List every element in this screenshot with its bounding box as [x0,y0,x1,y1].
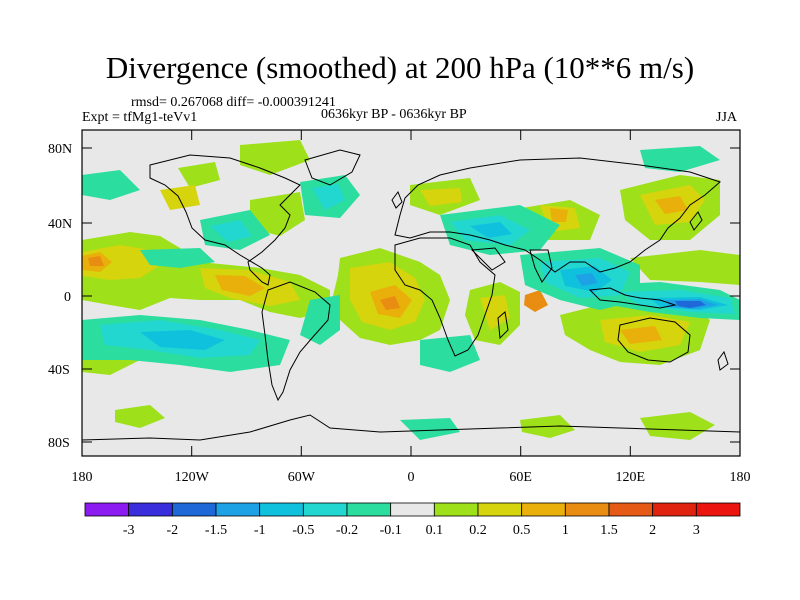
colorbar-label: -1.5 [205,523,227,538]
coastlines [82,149,740,441]
lat-label-0: 0 [64,290,71,305]
colorbar-label: 1.5 [600,523,618,538]
maritime-continent-coast [588,287,677,309]
colorbar-label: -3 [123,523,135,538]
colorbar-box-12 [608,502,654,517]
australia-coast [617,317,691,363]
lon-label-60e: 60E [509,470,532,485]
new-zealand-coast [717,350,729,371]
experiment-label: Expt = tfMg1-teVv1 [82,110,198,125]
chart-title: Divergence (smoothed) at 200 hPa (10**6 … [105,50,695,85]
colorbar-label: 0.1 [426,523,444,538]
south-america-coast [261,281,331,402]
colorbar-label: -2 [166,523,178,538]
antarctica-coast [82,414,740,441]
colorbar-box-14 [695,502,741,517]
positive-peak-regions [88,256,548,312]
positive-strong-regions [82,196,688,344]
lon-label-0: 0 [408,470,415,485]
lat-label-40n: 40N [48,217,72,232]
colorbar-box-1 [128,502,173,517]
colorbar-box-10 [521,502,566,517]
uk-coast [391,190,403,209]
colorbar-label: 3 [693,523,700,538]
colorbar-box-13 [652,502,697,517]
colorbar-box-5 [302,502,348,517]
greenland-coast [304,149,361,186]
colorbar-box-2 [171,502,217,517]
season-label: JJA [716,110,738,125]
lon-tick-labels: 180 120W 60W 0 60E 120E 180 [72,470,751,485]
lat-label-80n: 80N [48,142,72,157]
arabia-coast [470,247,506,271]
lon-label-180e: 180 [730,470,751,485]
lat-tick-marks [82,147,740,443]
colorbar-box-6 [346,502,392,517]
lat-label-80s: 80S [48,436,70,451]
madagascar-coast [497,311,509,340]
colorbar-box-11 [564,502,610,517]
north-america-coast [149,154,301,286]
colorbar-label: -0.5 [292,523,314,538]
africa-coast [394,237,496,357]
colorbar-box-9 [477,502,523,517]
colorbar [84,502,741,517]
colorbar-box-3 [215,502,261,517]
lon-tick-marks [81,130,741,456]
colorbar-label: 1 [562,523,569,538]
colorbar-box-8 [433,502,479,517]
divergence-field [82,130,740,456]
india-coast [529,249,553,283]
colorbar-labels: -3 -2 -1.5 -1 -0.5 -0.2 -0.1 0.1 0.2 0.5 1 1.5 2 3 [123,523,700,538]
lat-tick-labels: 80N 40N 0 40S 80S [48,142,72,451]
lon-label-60w: 60W [288,470,316,485]
lat-label-40s: 40S [48,363,70,378]
lon-label-120e: 120E [616,470,646,485]
japan-coast [689,211,703,231]
colorbar-label: 2 [649,523,656,538]
colorbar-label: 0.2 [469,523,487,538]
negative-peak-regions [675,301,706,308]
colorbar-label: -0.1 [380,523,402,538]
colorbar-box-7 [390,502,435,517]
eurasia-coast [394,157,721,273]
lon-label-120w: 120W [175,470,210,485]
colorbar-label: 0.5 [513,523,531,538]
colorbar-label: -0.2 [336,523,358,538]
rmsd-diff-label: rmsd= 0.267068 diff= -0.000391241 [131,95,336,110]
colorbar-label: -1 [254,523,266,538]
period-label: 0636kyr BP - 0636kyr BP [321,107,467,122]
colorbar-box-4 [259,502,304,517]
colorbar-box-0 [84,502,130,517]
lon-label-180w: 180 [72,470,93,485]
